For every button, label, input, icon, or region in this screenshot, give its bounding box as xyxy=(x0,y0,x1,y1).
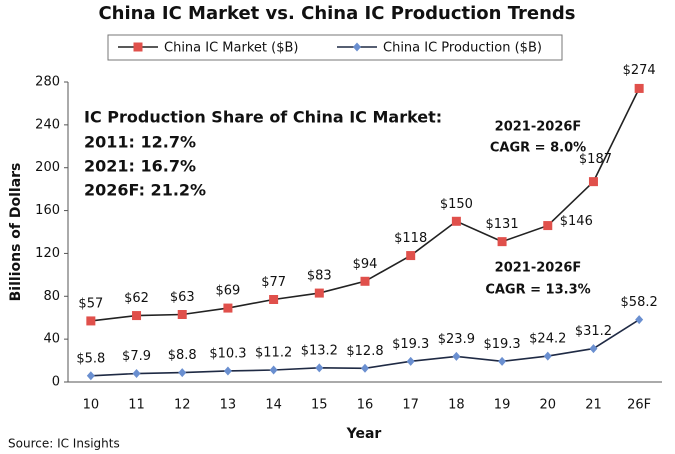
data-label: $274 xyxy=(623,63,656,78)
x-axis-title: Year xyxy=(346,426,382,442)
y-tick-label: 40 xyxy=(43,332,60,347)
legend-box xyxy=(107,34,563,61)
marker xyxy=(543,221,553,231)
x-tick-label: 26F xyxy=(627,398,651,413)
marker xyxy=(223,303,233,313)
marker xyxy=(269,365,278,375)
marker xyxy=(314,288,324,298)
x-tick-label: 15 xyxy=(311,398,328,413)
x-tick-label: 12 xyxy=(174,398,191,413)
x-tick-label: 10 xyxy=(83,398,100,413)
y-tick-label: 0 xyxy=(52,375,60,390)
data-label: $146 xyxy=(560,214,593,229)
marker xyxy=(132,311,142,321)
data-label: $12.8 xyxy=(346,344,383,359)
annotation: 2011: 12.7% xyxy=(84,133,196,152)
chart-title: China IC Market vs. China IC Production … xyxy=(98,3,575,24)
annotation: 2021-2026F xyxy=(495,120,582,135)
marker xyxy=(634,83,644,93)
data-label: $13.2 xyxy=(301,343,338,358)
data-label: $5.8 xyxy=(76,351,105,366)
data-label: $23.9 xyxy=(438,332,475,347)
annotation: 2021: 16.7% xyxy=(84,157,196,176)
legend-label: China IC Production ($B) xyxy=(383,41,542,56)
data-label: $31.2 xyxy=(575,324,612,339)
marker xyxy=(406,251,416,261)
annotation: IC Production Share of China IC Market: xyxy=(84,108,442,127)
source: Source: IC Insights xyxy=(8,437,120,451)
data-label: $11.2 xyxy=(255,346,292,361)
x-tick-label: 18 xyxy=(448,398,465,413)
marker xyxy=(269,295,279,304)
legend-marker xyxy=(133,42,143,52)
marker xyxy=(588,177,598,187)
data-label: $150 xyxy=(440,197,473,212)
marker xyxy=(86,316,96,326)
marker xyxy=(451,216,461,226)
y-tick-label: 200 xyxy=(35,160,60,175)
data-label: $10.3 xyxy=(209,346,246,361)
marker xyxy=(178,368,187,378)
x-tick-label: 14 xyxy=(265,398,282,413)
data-label: $83 xyxy=(307,269,332,284)
data-label: $94 xyxy=(353,257,378,272)
data-label: $131 xyxy=(486,217,519,232)
annotation: CAGR = 8.0% xyxy=(490,141,586,156)
y-tick-label: 160 xyxy=(35,203,60,218)
marker xyxy=(497,237,507,247)
marker xyxy=(406,356,415,366)
marker xyxy=(635,315,644,325)
y-tick-label: 120 xyxy=(35,246,60,261)
marker xyxy=(315,363,324,373)
x-tick-label: 19 xyxy=(494,398,511,413)
data-label: $62 xyxy=(124,291,149,306)
marker xyxy=(361,363,369,373)
x-tick-label: 16 xyxy=(357,398,374,413)
annotation: 2021-2026F xyxy=(495,261,582,276)
data-label: $19.3 xyxy=(483,337,520,352)
marker xyxy=(86,371,95,381)
data-label: $19.3 xyxy=(392,337,429,352)
legend-marker xyxy=(353,42,361,52)
legend-label: China IC Market ($B) xyxy=(164,41,298,56)
data-label: $24.2 xyxy=(529,332,566,347)
data-label: $69 xyxy=(216,284,241,299)
annotation: 2026F: 21.2% xyxy=(84,181,206,200)
marker xyxy=(360,276,370,286)
annotation: CAGR = 13.3% xyxy=(485,283,590,298)
marker xyxy=(177,310,187,319)
marker xyxy=(452,351,461,361)
marker xyxy=(543,351,552,361)
x-tick-label: 13 xyxy=(220,398,237,413)
y-tick-label: 80 xyxy=(43,289,60,304)
x-tick-label: 17 xyxy=(402,398,419,413)
data-label: $58.2 xyxy=(621,295,658,310)
x-tick-label: 21 xyxy=(585,398,602,413)
x-tick-label: 20 xyxy=(539,398,556,413)
marker xyxy=(223,366,232,376)
data-label: $8.8 xyxy=(168,348,197,363)
data-label: $63 xyxy=(170,290,195,305)
data-label: $187 xyxy=(579,152,612,167)
data-label: $57 xyxy=(78,296,103,311)
marker xyxy=(132,369,141,379)
data-label: $7.9 xyxy=(122,349,151,364)
data-label: $118 xyxy=(394,231,427,246)
y-axis-title: Billions of Dollars xyxy=(8,163,24,302)
data-label: $77 xyxy=(261,275,286,290)
x-tick-label: 11 xyxy=(128,398,145,413)
y-tick-label: 280 xyxy=(35,75,60,90)
marker xyxy=(589,344,598,354)
marker xyxy=(498,356,507,366)
y-tick-label: 240 xyxy=(35,117,60,132)
